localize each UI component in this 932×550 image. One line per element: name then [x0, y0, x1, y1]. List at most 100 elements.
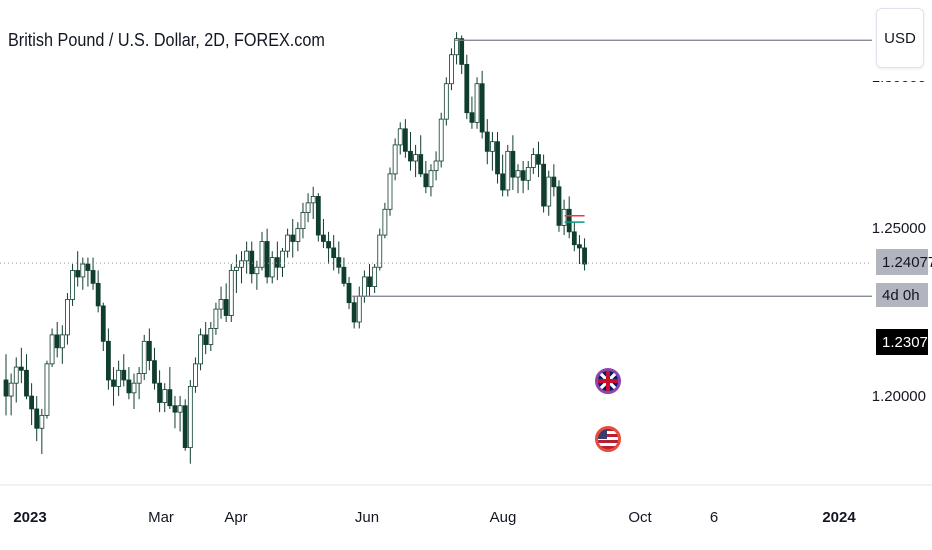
candle-body [187, 385, 193, 448]
uk-flag-icon[interactable] [595, 368, 621, 394]
candle [203, 322, 209, 355]
date-tick-mar: Mar [148, 509, 174, 526]
candle-body [382, 208, 388, 236]
candle-body [116, 369, 122, 387]
candle-body [300, 212, 306, 230]
symbol-title[interactable]: British Pound / U.S. Dollar, 2D, FOREX.c… [8, 30, 325, 50]
candle [85, 257, 91, 287]
candle [408, 132, 413, 171]
candle [75, 251, 81, 287]
candle [387, 167, 393, 216]
candle-body [228, 270, 234, 316]
candle-body [18, 366, 24, 371]
candle [377, 228, 383, 271]
candle-body [54, 334, 60, 349]
candle-body [546, 176, 552, 207]
candle-body [413, 154, 419, 162]
candle [280, 247, 285, 277]
candle-body [500, 173, 506, 191]
candle [264, 228, 270, 284]
candle-body [100, 305, 106, 342]
candle [111, 367, 116, 406]
candle-body [90, 270, 96, 284]
candle [582, 238, 587, 271]
candle-body [121, 369, 127, 381]
candle-body [208, 328, 214, 345]
candle [182, 399, 188, 451]
candle-body [269, 257, 275, 278]
candle [520, 161, 526, 194]
candle [464, 54, 470, 120]
price-tick-1-20000: 1.20000 [871, 388, 926, 405]
candle-body [203, 334, 209, 345]
candle-body [326, 241, 331, 249]
candle [515, 164, 521, 194]
candle [49, 328, 55, 368]
candle [39, 408, 45, 455]
level-price-label: 1.23077 [876, 329, 932, 355]
candle [413, 144, 419, 178]
candle [90, 257, 96, 290]
candle [433, 151, 439, 181]
candle [3, 354, 9, 416]
candle [423, 161, 429, 194]
candle [392, 138, 398, 181]
candle [525, 161, 531, 190]
date-tick-oct: Oct [628, 509, 652, 526]
candle [54, 322, 60, 358]
candle-body [315, 196, 321, 236]
candle-body [172, 405, 178, 413]
candle-body [259, 241, 265, 268]
candle [59, 325, 65, 364]
candle-body [536, 154, 541, 165]
candle [44, 360, 50, 419]
candle [336, 241, 342, 274]
candle [218, 286, 224, 319]
candle-body [351, 302, 357, 323]
candle [315, 193, 321, 242]
candle-body [85, 263, 91, 271]
candle-body [152, 360, 157, 384]
candle-body [495, 141, 500, 175]
us-flag-icon[interactable] [595, 426, 621, 452]
candle-body [95, 282, 101, 307]
candle-body [341, 266, 347, 284]
candle [141, 334, 147, 380]
candle-body [244, 250, 250, 262]
candle [136, 367, 142, 400]
candle-body [541, 163, 546, 207]
candle [177, 396, 183, 432]
candle [213, 302, 219, 335]
candle [536, 141, 541, 178]
candle-body [254, 266, 260, 275]
candle [561, 199, 567, 236]
last-price-label: 1.24077 [876, 249, 932, 275]
candle [469, 96, 475, 129]
candle [65, 293, 70, 345]
candle-body [566, 208, 572, 233]
candle-body [474, 83, 480, 123]
candle-body [233, 266, 239, 271]
bar-countdown-label: 4d 0h [876, 283, 928, 307]
candle [505, 144, 511, 197]
candle-body [418, 154, 424, 175]
candle-body [111, 379, 116, 387]
candle [326, 231, 331, 265]
candle-body [3, 379, 9, 397]
candle [239, 251, 244, 284]
candle [187, 379, 193, 464]
currency-button[interactable]: USD [876, 8, 924, 68]
candle [310, 186, 316, 219]
candle-body [464, 64, 470, 114]
candle [428, 164, 434, 197]
candle-body [177, 405, 183, 413]
candle-body [408, 150, 413, 162]
candle-body [520, 170, 526, 181]
candle [341, 257, 347, 287]
candle [459, 35, 465, 75]
candle-body [525, 167, 531, 181]
candle-body [433, 160, 439, 172]
candle [157, 370, 163, 413]
candle [249, 241, 255, 284]
